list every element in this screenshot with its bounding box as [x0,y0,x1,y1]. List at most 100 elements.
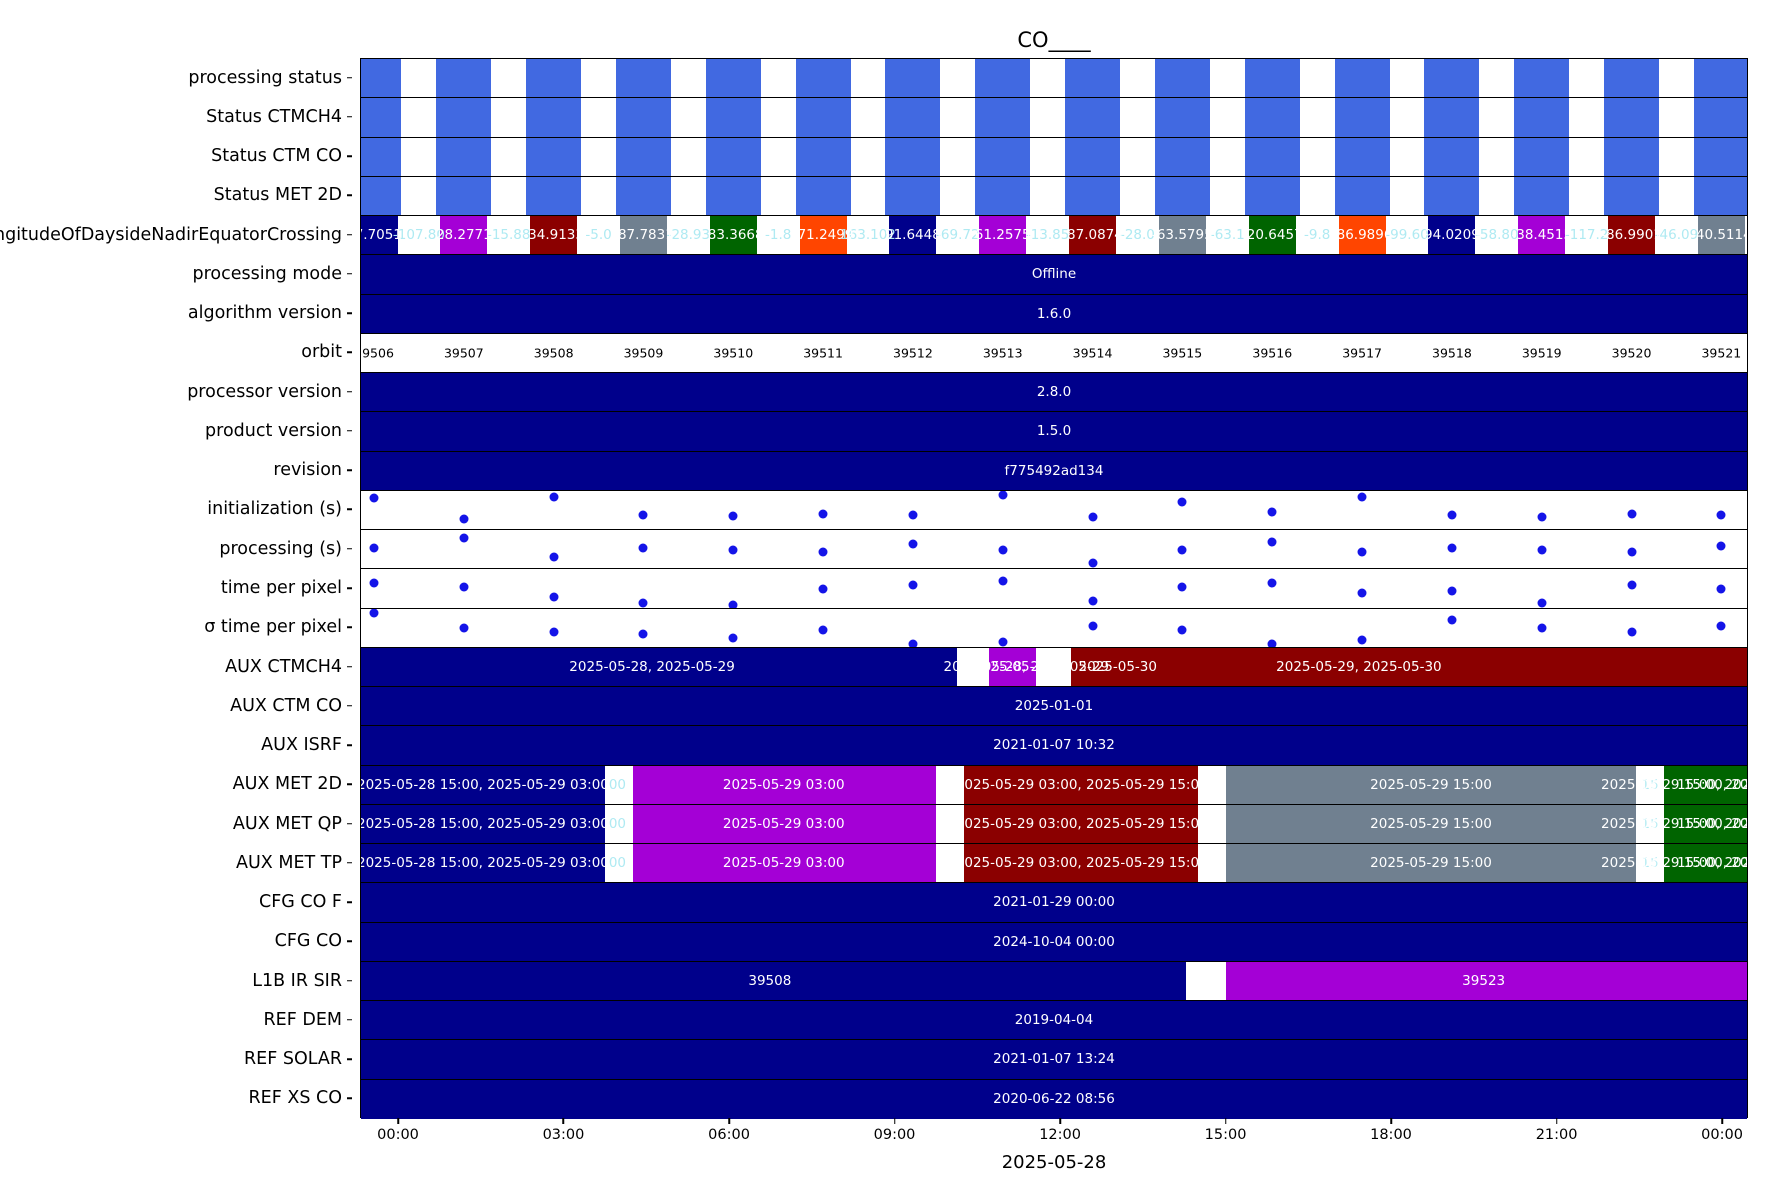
value-segment: 2021-01-07 10:32 [361,726,1747,765]
segment-value: 2021-01-29 00:00 [993,894,1115,911]
segment-ghost-value: 00 [608,776,626,793]
value-segment [361,961,1186,1000]
value-segment [1225,961,1747,1000]
scatter-dot [908,639,918,647]
status-granule-bar [1154,59,1210,98]
status-granule-bar [1154,137,1210,176]
y-tick [347,822,352,825]
y-tick [347,979,352,982]
status-granule-bar [1514,59,1570,98]
status-granule-bar [526,98,582,137]
value-segment [632,804,937,843]
status-granule-bar [705,176,761,215]
row-label-ref-xs-co: REF XS CO [248,1088,343,1109]
row-label-processing-s: processing (s) [219,538,342,559]
row-label-aux-met-2d: AUX MET 2D [232,774,342,795]
y-tick [347,587,352,589]
status-granule-bar [975,137,1031,176]
scatter-dot [369,578,379,588]
segment-ghost-value: 15 [1641,855,1659,872]
orbit-number: 39514 [1072,345,1113,361]
value-segment [361,804,605,843]
longitude-cell [1158,216,1206,255]
value-segment [1663,804,1747,843]
longitude-ghost-value: -13.85 [1025,227,1070,244]
x-tick-label: 21:00 [1535,1127,1578,1143]
row-aux-met-2d: 00 15 2025-05-28 15:00, 2025-05-29 03:00 20… [361,765,1747,805]
longitude-value: -38.4515 [1511,227,1573,244]
chart-title: CO____ [1017,28,1091,52]
row-label-ref-solar: REF SOLAR [243,1049,342,1070]
scatter-dot [1537,545,1547,555]
status-granule-bar [1693,137,1747,176]
value-segment [963,765,1199,804]
value-segment: 2020-06-22 08:56 [361,1079,1747,1119]
orbit-number: 39512 [893,345,933,361]
longitude-cell [1518,216,1566,255]
row-cfg-co: 2024-10-04 00:00 [361,922,1747,962]
segment-ghost-value: 15 [1641,815,1659,832]
status-granule-bar [436,137,492,176]
status-granule-bar [1514,176,1570,215]
status-granule-bar [361,59,402,98]
row-l1b-ir-sir: 39508 39523 [361,961,1747,1001]
row-label-aux-isrf: AUX ISRF [261,735,342,756]
x-tick [1390,1118,1392,1124]
status-granule-bar [361,176,402,215]
segment-value: 39508 [748,972,792,989]
status-granule-bar [1604,137,1659,176]
scatter-dot [369,608,379,618]
value-segment [361,647,957,686]
row-aux-isrf: 2021-01-07 10:32 [361,726,1747,766]
status-granule-bar [1514,98,1570,137]
row-label-time-per-pixel: time per pixel [220,578,342,598]
y-tick [347,626,352,628]
y-tick [347,1019,352,1021]
row-label-product-version: product version [205,420,342,441]
segment-value: 2025-05-28, 2025-05-29 [943,658,1110,675]
orbit-number: 39519 [1521,345,1562,361]
x-tick-label: 03:00 [542,1127,585,1143]
status-granule-bar [1154,176,1210,215]
scatter-dot [728,600,738,608]
status-granule-bar [526,137,582,176]
scatter-dot [1627,580,1637,590]
status-granule-bar [1604,59,1659,98]
status-granule-bar [1065,176,1120,215]
y-tick [347,940,352,943]
y-tick [347,155,352,157]
row-label-cfg-co-f: CFG CO F [258,892,342,913]
orbit-number: 39511 [803,345,843,361]
value-segment: f775492ad134 [361,451,1747,490]
status-granule-bar [705,59,761,98]
row-longitude-of-dayside-nadir-equator-crossing: -107.80 -15.88 -5.0 -28.93 -1.8 163.102 -69.72… [361,216,1747,256]
longitude-value: -34.9133 [523,227,584,244]
segment-ghost-value: 00 [608,815,626,832]
row-revision: f775492ad134 [361,451,1747,491]
status-granule-bar [975,98,1031,137]
status-granule-bar [705,98,761,137]
orbit-number: 39510 [713,345,754,361]
scatter-dot [1177,545,1187,555]
x-tick [1224,1118,1227,1124]
segment-value: 2025-05-29 15:00 [1370,776,1492,793]
orbit-number: 39515 [1162,345,1203,361]
status-granule-bar [705,137,761,176]
longitude-cell [799,216,847,255]
y-tick [347,76,352,79]
status-granule-bar [616,98,671,137]
scatter-dot [1088,621,1098,631]
row-label-sigma-time-per-pixel: σ time per pixel [204,617,342,638]
scatter-dot [1088,596,1098,606]
value-segment: 1.5.0 [361,412,1747,451]
longitude-value: -20.6457 [1241,227,1303,244]
row-processing-status [361,59,1747,99]
segment-value: 2025-05-29 03:00, 2025-05-29 15:00 [955,855,1208,872]
scatter-dot [638,543,648,553]
scatter-dot [1537,598,1547,608]
segment-value: 2025-05-30 [1078,658,1157,675]
row-status-ctm-co [361,137,1747,177]
value-segment [361,765,605,804]
orbit-number: 39521 [1701,345,1742,361]
segment-value: 2.8.0 [1036,384,1072,401]
